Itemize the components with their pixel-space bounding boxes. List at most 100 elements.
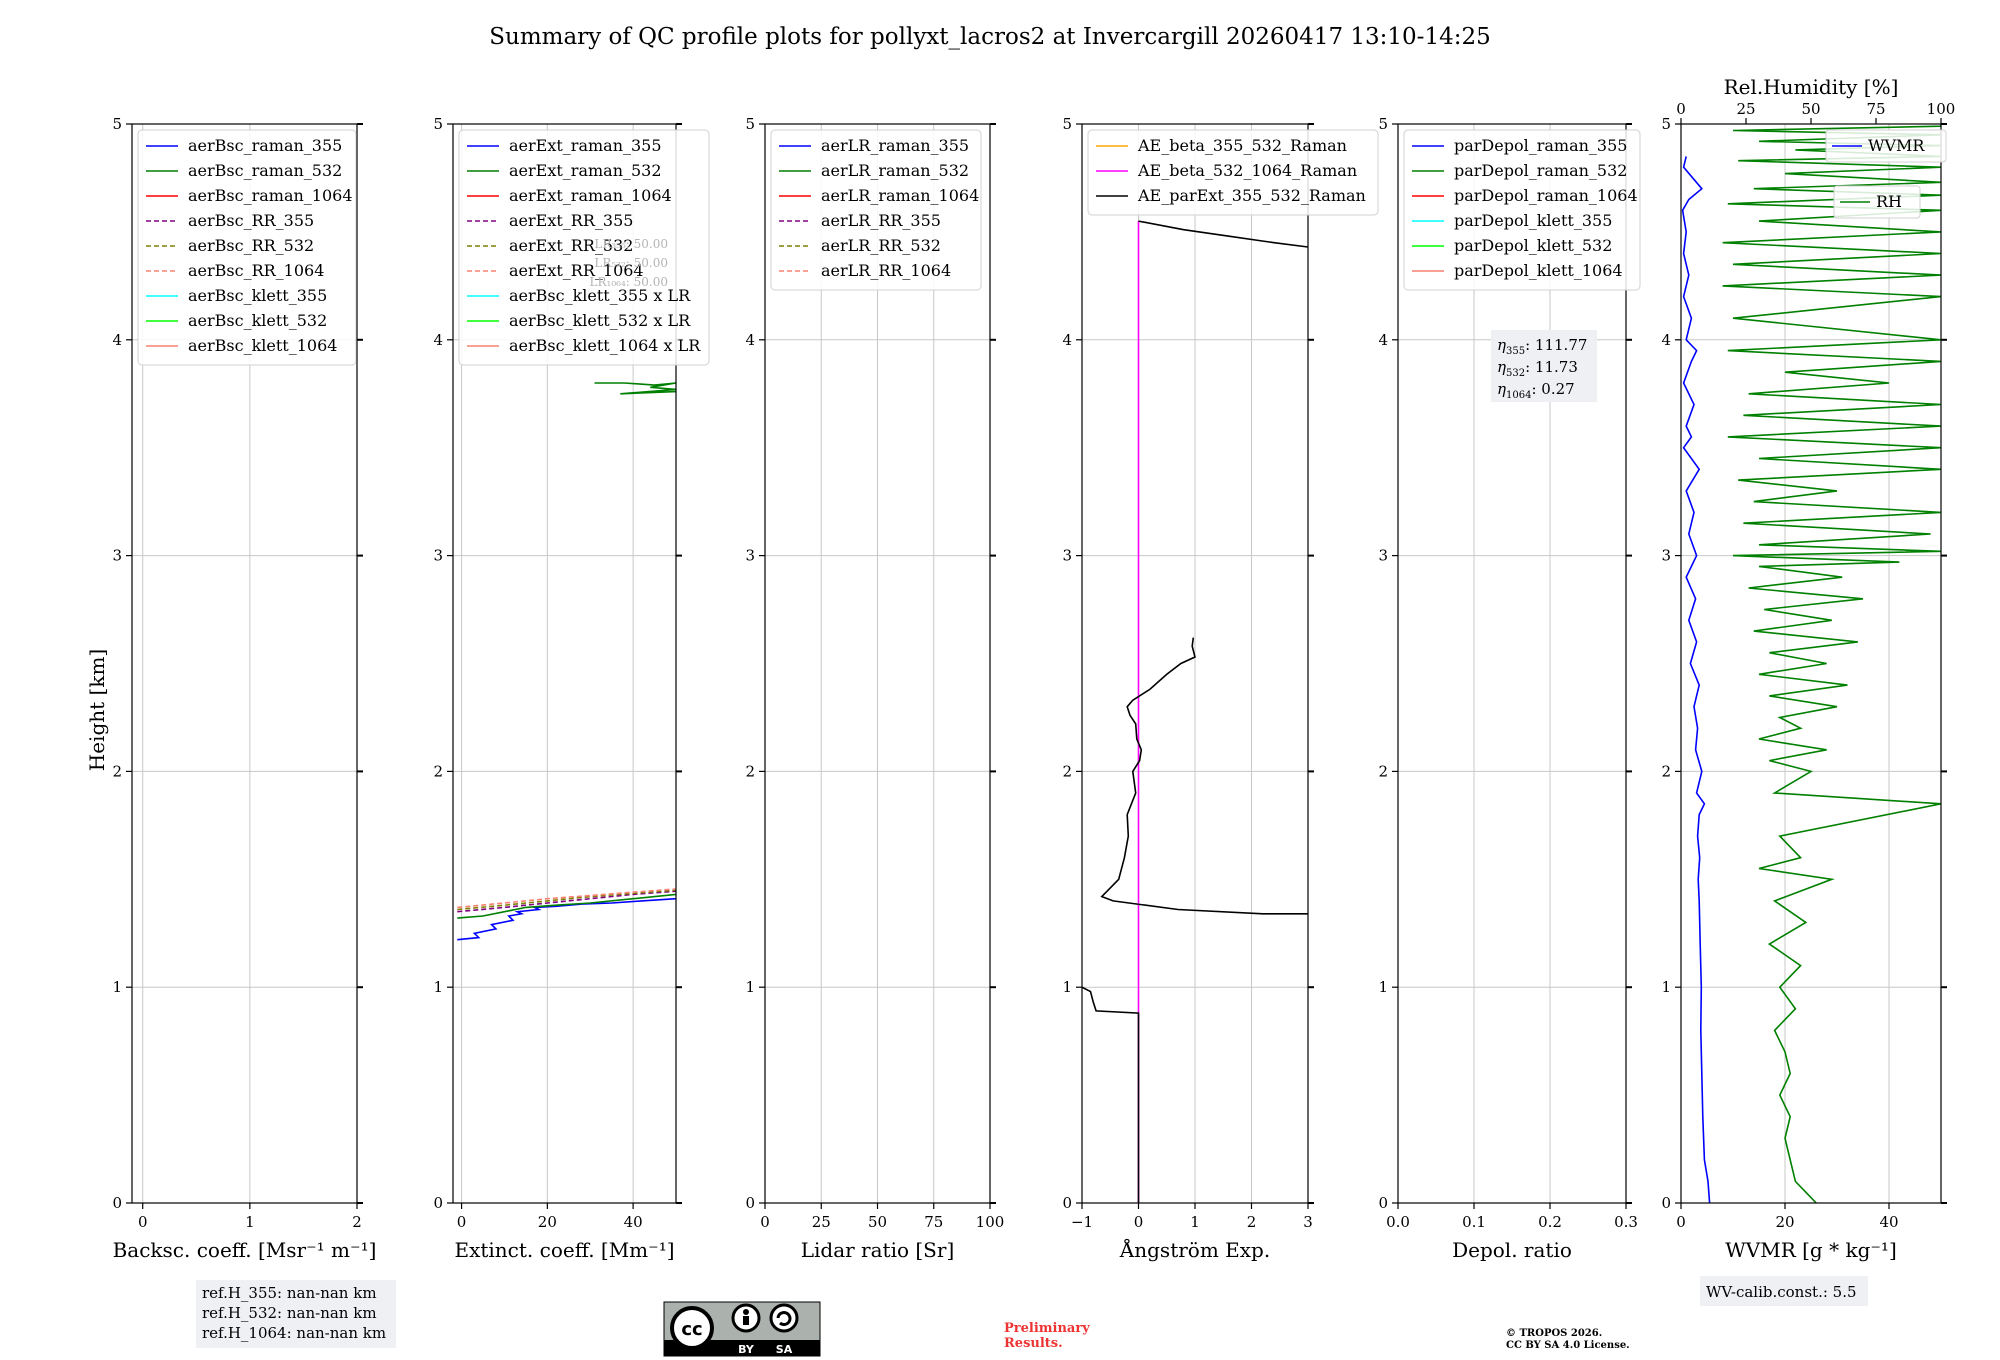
y-tick-label: 2 <box>112 762 122 780</box>
legend-label: aerLR_RR_532 <box>821 236 941 255</box>
panel-1: 0 1 2 3 4 5 0 1 2 Backsc. coeff. [Msr⁻¹ m⁻¹] aerBs… <box>112 115 376 1262</box>
x-axis-label: Depol. ratio <box>1452 1238 1572 1262</box>
plot-frame <box>1680 123 1942 1204</box>
legend-label: parDepol_klett_1064 <box>1454 261 1623 280</box>
copyright-line-2: CC BY SA 4.0 License. <box>1506 1340 1630 1351</box>
x-tick-label: 40 <box>1879 1213 1898 1231</box>
legend-label: AE_beta_355_532_Raman <box>1137 136 1347 155</box>
legend-label: aerLR_raman_355 <box>821 136 969 155</box>
x-axis-label: Extinct. coeff. [Mm⁻¹] <box>454 1238 674 1262</box>
legend-box <box>1087 129 1379 216</box>
legend-label: parDepol_klett_355 <box>1454 211 1612 230</box>
series-line-aerext-raman-532 <box>457 893 676 919</box>
x-tick-label: 0.3 <box>1614 1213 1638 1231</box>
x-tick-label: 0 <box>138 1213 148 1231</box>
y-tick-label: 1 <box>112 978 122 996</box>
y-tick-label: 1 <box>1378 978 1388 996</box>
legend-label: aerBsc_klett_532 <box>188 311 327 330</box>
legend-label: parDepol_raman_355 <box>1454 136 1627 155</box>
x-tick-label: 100 <box>976 1213 1005 1231</box>
legend: parDepol_raman_355 parDepol_raman_532 parD… <box>1403 129 1641 291</box>
y-tick-label: 5 <box>112 115 122 133</box>
top-x-tick-label: 25 <box>1736 100 1755 118</box>
x-tick-label: 0 <box>760 1213 770 1231</box>
legend-label: aerBsc_RR_532 <box>188 236 314 255</box>
y-tick-label: 1 <box>745 978 755 996</box>
panel-2: 0 1 2 3 4 5 0 20 40 Extinct. coeff. [Mm⁻¹] aerExt_… <box>433 115 710 1262</box>
cc-license-badge: cc BY SA <box>663 1301 821 1357</box>
legend-box <box>458 129 710 366</box>
eta-box-bg <box>1491 330 1597 402</box>
legend-box <box>137 129 357 366</box>
copyright-line-1: © TROPOS 2026. <box>1506 1328 1602 1339</box>
legend-label: aerLR_raman_1064 <box>821 186 979 205</box>
legend-label: aerBsc_klett_532 x LR <box>509 311 691 330</box>
legend-label: RH <box>1876 192 1902 211</box>
top-x-axis-label: Rel.Humidity [%] <box>1724 75 1899 99</box>
legend-label: aerLR_RR_355 <box>821 211 941 230</box>
y-tick-label: 4 <box>433 331 443 349</box>
sa-share-icon <box>769 1303 799 1333</box>
preliminary-line-1: Preliminary <box>1004 1321 1090 1336</box>
legend-label: parDepol_klett_532 <box>1454 236 1612 255</box>
x-tick-label: −1 <box>1071 1213 1093 1231</box>
top-x-tick-label: 0 <box>1676 100 1686 118</box>
y-tick-label: 0 <box>112 1194 122 1212</box>
legend-label: aerBsc_raman_532 <box>188 161 342 180</box>
y-tick-label: 5 <box>433 115 443 133</box>
x-tick-label: 20 <box>1775 1213 1794 1231</box>
x-tick-label: 0.1 <box>1462 1213 1486 1231</box>
y-tick-label: 5 <box>745 115 755 133</box>
y-tick-label: 2 <box>433 762 443 780</box>
eta-symbol: η <box>1497 336 1506 354</box>
legend-label: aerBsc_klett_355 x LR <box>509 286 691 305</box>
y-tick-label: 3 <box>745 547 755 565</box>
preliminary-line-2: Results. <box>1004 1336 1063 1351</box>
legend-label: WVMR <box>1868 136 1925 155</box>
lr-annotation-1: LR₅₃₂: 50.00 <box>594 256 668 270</box>
plot-frame <box>452 123 677 1204</box>
eta-1064: η1064: 0.27 <box>1497 380 1575 401</box>
plot-frame <box>1397 123 1627 1204</box>
eta-532: η532: 11.73 <box>1497 358 1578 379</box>
legend-rh: RH <box>1833 185 1921 219</box>
y-tick-label: 4 <box>1661 331 1671 349</box>
x-tick-label: 2 <box>1247 1213 1257 1231</box>
by-person-head <box>743 1309 749 1315</box>
series-line-rh <box>1722 124 1941 1203</box>
y-tick-label: 3 <box>1378 547 1388 565</box>
wv-calib-box: WV-calib.const.: 5.5 <box>1700 1276 1868 1306</box>
y-tick-label: 2 <box>1378 762 1388 780</box>
y-tick-label: 1 <box>1062 978 1072 996</box>
y-tick-label: 4 <box>112 331 122 349</box>
y-tick-label: 5 <box>1378 115 1388 133</box>
y-tick-label: 4 <box>1062 331 1072 349</box>
top-x-tick-label: 100 <box>1927 100 1956 118</box>
legend-label: aerBsc_raman_355 <box>188 136 342 155</box>
x-axis-label: Ångström Exp. <box>1119 1237 1270 1262</box>
x-tick-label: 50 <box>868 1213 887 1231</box>
by-person-body <box>743 1316 749 1325</box>
y-tick-label: 2 <box>1661 762 1671 780</box>
sa-share-arrow <box>776 1311 792 1326</box>
lr-annotation-2: LR₁₀₆₄: 50.00 <box>590 275 668 289</box>
eta-subscript: 532 <box>1506 368 1525 379</box>
eta-value: : 11.73 <box>1525 358 1578 376</box>
legend-box <box>1825 129 1947 163</box>
y-tick-label: 0 <box>433 1194 443 1212</box>
y-tick-label: 1 <box>1661 978 1671 996</box>
cc-mark: cc <box>681 1319 702 1340</box>
legend-label: aerExt_raman_1064 <box>509 186 672 205</box>
legend: AE_beta_355_532_Raman AE_beta_532_1064_Ra… <box>1087 129 1379 216</box>
cc-icon <box>670 1306 714 1350</box>
x-tick-label: 3 <box>1303 1213 1313 1231</box>
series-line-wvmr <box>1681 156 1711 1203</box>
top-x-tick-label: 50 <box>1801 100 1820 118</box>
y-tick-label: 0 <box>1661 1194 1671 1212</box>
x-tick-label: 75 <box>924 1213 943 1231</box>
legend-label: aerBsc_RR_1064 <box>188 261 324 280</box>
legend-label: AE_parExt_355_532_Raman <box>1137 186 1366 205</box>
x-tick-label: 2 <box>352 1213 362 1231</box>
